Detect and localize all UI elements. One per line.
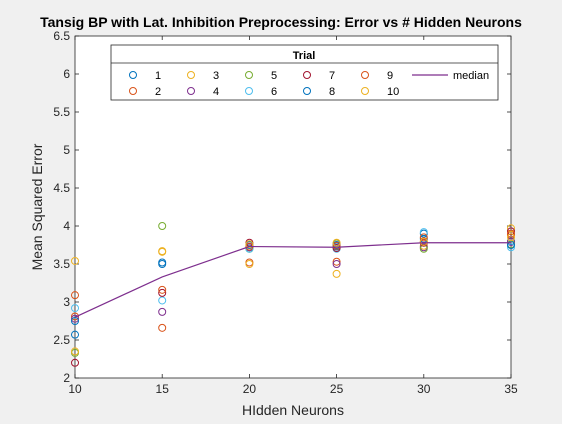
chart-title: Tansig BP with Lat. Inhibition Preproces… [40,14,522,30]
y-tick-label: 2.5 [53,333,70,347]
y-tick-label: 5.5 [53,105,70,119]
y-tick-label: 5 [63,143,70,157]
x-tick-label: 30 [417,382,431,396]
y-tick-label: 2 [63,371,70,385]
x-tick-label: 25 [330,382,344,396]
legend-label-trial-5: 5 [271,70,277,82]
legend-label-trial-6: 6 [271,86,277,98]
y-tick-label: 6 [63,67,70,81]
x-tick-label: 10 [68,382,82,396]
x-tick-label: 15 [156,382,170,396]
y-tick-label: 6.5 [53,29,70,43]
y-axis-label: Mean Squared Error [29,143,45,270]
legend-label-trial-9: 9 [387,70,393,82]
y-tick-label: 3 [63,295,70,309]
x-tick-label: 35 [504,382,518,396]
legend: Trial 1 2 3 4 5 6 7 8 9 10 median [111,45,498,100]
x-axis-label: HIdden Neurons [242,402,344,418]
legend-label-trial-3: 3 [213,70,219,82]
x-tick-label: 20 [243,382,257,396]
legend-label-trial-1: 1 [155,70,161,82]
legend-label-trial-8: 8 [329,86,335,98]
legend-label-trial-7: 7 [329,70,335,82]
legend-label-trial-10: 10 [387,86,399,98]
y-tick-label: 4 [63,219,70,233]
legend-label-trial-2: 2 [155,86,161,98]
legend-label-trial-4: 4 [213,86,219,98]
y-tick-label: 3.5 [53,257,70,271]
legend-label-median: median [453,70,489,82]
legend-title: Trial [293,50,316,62]
y-tick-label: 4.5 [53,181,70,195]
